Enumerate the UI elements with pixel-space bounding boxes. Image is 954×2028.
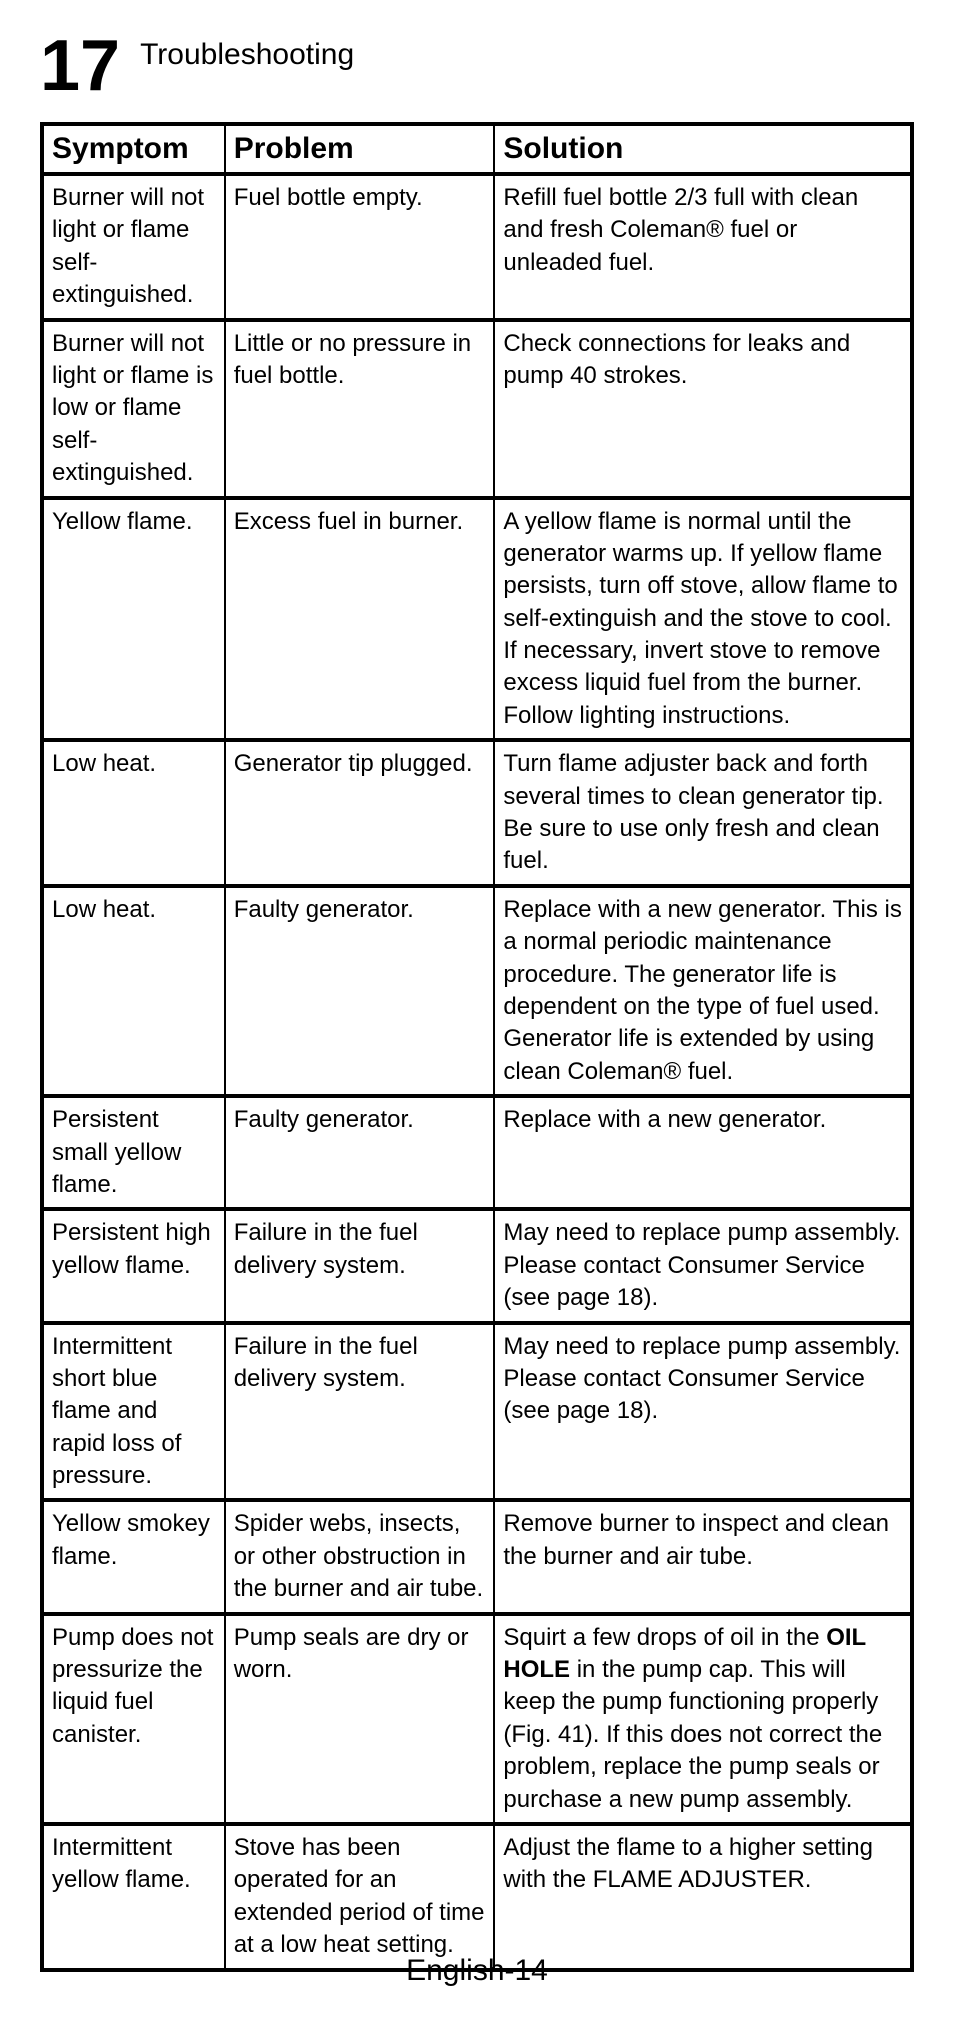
symptom-cell: Low heat. <box>42 740 225 886</box>
section-number: 17 <box>40 30 120 102</box>
solution-cell: A yellow flame is normal until the gener… <box>494 498 912 741</box>
table-row: Burner will not light or flame self-exti… <box>42 174 912 320</box>
page-header: 17 Troubleshooting <box>40 30 914 102</box>
problem-cell: Stove has been operated for an extended … <box>225 1824 495 1970</box>
symptom-cell: Persistent small yellow flame. <box>42 1096 225 1209</box>
problem-cell: Pump seals are dry or worn. <box>225 1614 495 1824</box>
table-row: Intermittent yellow flame.Stove has been… <box>42 1824 912 1970</box>
symptom-cell: Intermittent short blue flame and rapid … <box>42 1323 225 1501</box>
symptom-cell: Pump does not pressurize the liquid fuel… <box>42 1614 225 1824</box>
page-footer: English-14 <box>0 1954 954 1988</box>
table-row: Intermittent short blue flame and rapid … <box>42 1323 912 1501</box>
solution-cell: Turn flame adjuster back and forth sever… <box>494 740 912 886</box>
text: Squirt a few drops of oil in the <box>503 1624 826 1651</box>
symptom-cell: Yellow smokey flame. <box>42 1500 225 1613</box>
symptom-cell: Yellow flame. <box>42 498 225 741</box>
solution-cell: Remove burner to inspect and clean the b… <box>494 1500 912 1613</box>
solution-cell: Replace with a new generator. This is a … <box>494 886 912 1096</box>
table-body: Burner will not light or flame self-exti… <box>42 174 912 1970</box>
table-row: Low heat.Faulty generator.Replace with a… <box>42 886 912 1096</box>
column-header-symptom: Symptom <box>42 124 225 174</box>
symptom-cell: Burner will not light or flame self-exti… <box>42 174 225 320</box>
problem-cell: Faulty generator. <box>225 1096 495 1209</box>
problem-cell: Little or no pressure in fuel bottle. <box>225 320 495 498</box>
solution-cell: Refill fuel bottle 2/3 full with clean a… <box>494 174 912 320</box>
problem-cell: Spider webs, insects, or other obstructi… <box>225 1500 495 1613</box>
column-header-solution: Solution <box>494 124 912 174</box>
table-row: Persistent small yellow flame.Faulty gen… <box>42 1096 912 1209</box>
table-row: Pump does not pressurize the liquid fuel… <box>42 1614 912 1824</box>
symptom-cell: Persistent high yellow flame. <box>42 1209 225 1322</box>
page-label: English-14 <box>406 1954 548 1987</box>
problem-cell: Generator tip plugged. <box>225 740 495 886</box>
table-row: Yellow smokey flame.Spider webs, insects… <box>42 1500 912 1613</box>
column-header-problem: Problem <box>225 124 495 174</box>
problem-cell: Faulty generator. <box>225 886 495 1096</box>
symptom-cell: Low heat. <box>42 886 225 1096</box>
solution-cell: May need to replace pump assembly. Pleas… <box>494 1323 912 1501</box>
troubleshooting-table: Symptom Problem Solution Burner will not… <box>40 122 914 1972</box>
problem-cell: Excess fuel in burner. <box>225 498 495 741</box>
solution-cell: Squirt a few drops of oil in the OIL HOL… <box>494 1614 912 1824</box>
table-header-row: Symptom Problem Solution <box>42 124 912 174</box>
table-row: Persistent high yellow flame.Failure in … <box>42 1209 912 1322</box>
problem-cell: Fuel bottle empty. <box>225 174 495 320</box>
symptom-cell: Burner will not light or flame is low or… <box>42 320 225 498</box>
solution-cell: Adjust the flame to a higher setting wit… <box>494 1824 912 1970</box>
solution-cell: Check connections for leaks and pump 40 … <box>494 320 912 498</box>
table-row: Low heat.Generator tip plugged.Turn flam… <box>42 740 912 886</box>
table-row: Burner will not light or flame is low or… <box>42 320 912 498</box>
section-title: Troubleshooting <box>140 38 354 72</box>
table-row: Yellow flame.Excess fuel in burner.A yel… <box>42 498 912 741</box>
problem-cell: Failure in the fuel delivery system. <box>225 1209 495 1322</box>
solution-cell: May need to replace pump assembly. Pleas… <box>494 1209 912 1322</box>
symptom-cell: Intermittent yellow flame. <box>42 1824 225 1970</box>
problem-cell: Failure in the fuel delivery system. <box>225 1323 495 1501</box>
solution-cell: Replace with a new generator. <box>494 1096 912 1209</box>
